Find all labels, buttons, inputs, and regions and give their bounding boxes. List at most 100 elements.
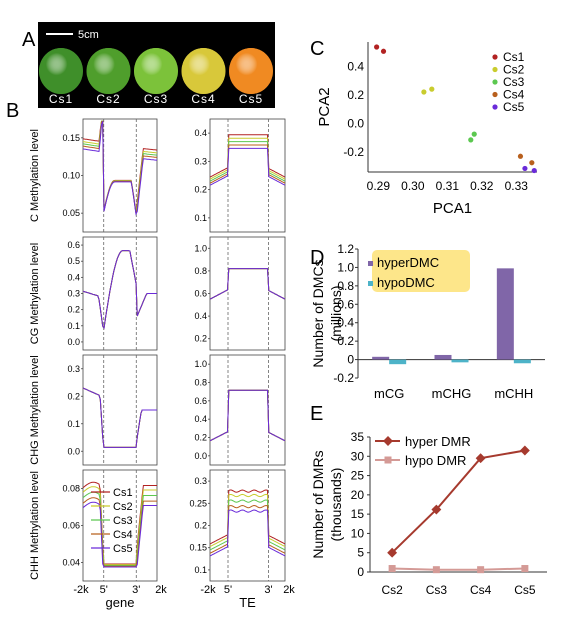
ytick-label: 0.4 <box>194 128 207 138</box>
ytick-label: 0.2 <box>67 305 80 315</box>
xtick-label: 2k <box>283 584 295 596</box>
panel-a: Cs1 Cs2 Cs3 Cs4 Cs5 5cm <box>38 22 275 108</box>
profile-line-cs2 <box>209 389 286 442</box>
ytick-label: 0.15 <box>189 543 207 553</box>
ytick-label: 0.8 <box>194 378 207 388</box>
y-tick-label: -0.2 <box>343 145 364 159</box>
profile-line-cs1 <box>209 389 286 442</box>
profile-line-cs4 <box>82 497 157 567</box>
row-ylabel: CHH Methylation level <box>29 471 41 580</box>
gene-profile-row-4: 0.04 0.06 0.08 <box>62 469 158 582</box>
gene-axis-label: gene <box>106 595 135 610</box>
ytick-label: 1.0 <box>194 359 207 369</box>
y-tick-label: 0.8 <box>337 279 354 293</box>
x-tick-label: 0.33 <box>505 179 529 193</box>
legend-label-cs4: Cs4 <box>113 529 133 541</box>
xtick-label: 5' <box>100 584 108 596</box>
panel-d-dmc-bars: -0.2 0 0.2 0.4 0.6 0.8 1.0 1.2 Number of DMCs (mi… <box>310 242 545 401</box>
profile-line-cs1 <box>209 268 286 300</box>
y-tick-label: 5 <box>357 546 364 560</box>
ytick-label: 0.1 <box>194 565 207 575</box>
plot-frame <box>82 118 158 233</box>
xtick-label: -2k <box>200 584 216 596</box>
legend-marker-cs3 <box>492 79 498 85</box>
panel-label-d: D <box>310 247 324 269</box>
plot-frame <box>82 236 158 351</box>
ytick-label: 0.2 <box>194 433 207 443</box>
line-hyper-dmr <box>391 449 526 554</box>
point-cs5 <box>531 167 537 174</box>
ytick-label: 0.04 <box>62 558 80 568</box>
ytick-label: 0.6 <box>194 289 207 299</box>
profile-line-cs5 <box>209 509 286 557</box>
y-tick-label: 0.0 <box>347 116 364 130</box>
ytick-label: 0.5 <box>67 256 80 266</box>
y-tick-label: 0.4 <box>347 59 364 73</box>
ytick-label: 0.3 <box>67 364 80 374</box>
ytick-label: 0.25 <box>189 498 207 508</box>
profile-line-cs4 <box>209 268 286 300</box>
ytick-label: 0.05 <box>62 208 80 218</box>
legend-marker-cs2 <box>492 66 498 73</box>
ytick-label: 0.1 <box>67 419 80 429</box>
plot-frame <box>209 354 286 466</box>
ytick-label: 0.6 <box>194 396 207 406</box>
ytick-label: 0.3 <box>194 156 207 166</box>
legend-marker-hypo <box>384 456 392 464</box>
fruit-shading <box>229 48 273 94</box>
panel-b: C Methylation level 0.05 0.10 0.15 0.1 0.2 0.3… <box>29 118 295 610</box>
bar-hyperdmc-mchg <box>434 354 452 360</box>
point-cs2 <box>421 89 427 95</box>
y-tick-label: 10 <box>351 526 365 540</box>
profile-line-cs3 <box>209 499 286 551</box>
x-tick-label: 0.31 <box>436 179 460 193</box>
profile-line-cs3 <box>209 389 286 442</box>
profile-line-cs2 <box>82 250 157 330</box>
legend-marker-hyper <box>383 436 393 446</box>
legend-label-cs5: Cs5 <box>503 100 525 114</box>
profile-line-cs4 <box>82 250 157 330</box>
legend-label-cs3: Cs3 <box>503 75 525 89</box>
profile-line-cs4 <box>209 389 286 442</box>
ytick-label: 0.0 <box>67 337 80 347</box>
legend-label-cs1: Cs1 <box>113 487 133 499</box>
xtick-label: 2k <box>155 584 167 596</box>
panel-e-dmr-lines: 0 5 10 15 20 25 30 35 Number of DMRs (thousands) C… <box>310 430 547 597</box>
y-axis-title-line2: (thousands) <box>328 468 344 542</box>
y-axis-title-line1: Number of DMRs <box>310 450 326 558</box>
profile-line-cs5 <box>209 268 286 300</box>
x-tick-label: 0.32 <box>470 179 494 193</box>
marker-hypo-dmr <box>388 565 396 573</box>
y-tick-label: 15 <box>351 507 365 521</box>
legend-marker-cs4 <box>492 91 498 98</box>
y-tick-label: 20 <box>351 488 365 502</box>
profile-line-cs1 <box>209 134 286 178</box>
row-ylabel: C Methylation level <box>29 129 41 222</box>
ytick-label: 0.2 <box>67 391 80 401</box>
xtick-label: 3' <box>132 584 140 596</box>
plot-frame <box>209 118 286 233</box>
ytick-label: 0.6 <box>67 240 80 250</box>
ytick-label: 0.4 <box>194 311 207 321</box>
bar-hyperdmc-mcg <box>372 356 390 360</box>
te-profile-row-3: 0.0 0.2 0.4 0.6 0.8 1.0 <box>194 354 286 466</box>
te-profile-row-4: 0.1 0.15 0.2 0.25 0.3 <box>189 469 286 582</box>
point-cs5 <box>522 165 528 172</box>
profile-line-cs1 <box>82 387 157 448</box>
y-tick-label: 0.2 <box>347 88 364 102</box>
legend-label-hyperdmc: hyperDMC <box>377 255 439 270</box>
y-tick-label: 1.0 <box>337 260 354 274</box>
te-axis-label: TE <box>239 595 256 610</box>
panel-label-c: C <box>310 38 324 60</box>
marker-hyper-dmr <box>387 547 398 558</box>
ytick-label: 0.4 <box>194 414 207 424</box>
profile-line-cs4 <box>209 504 286 554</box>
profile-line-cs4 <box>82 120 158 214</box>
row-ylabel: CG Methylation level <box>29 243 41 345</box>
fruit-shading <box>39 48 83 94</box>
ytick-label: 0.3 <box>194 476 207 486</box>
profile-line-cs2 <box>209 268 286 300</box>
legend-label-0: hyper DMR <box>405 434 471 449</box>
y-tick-label: -0.2 <box>333 371 354 385</box>
